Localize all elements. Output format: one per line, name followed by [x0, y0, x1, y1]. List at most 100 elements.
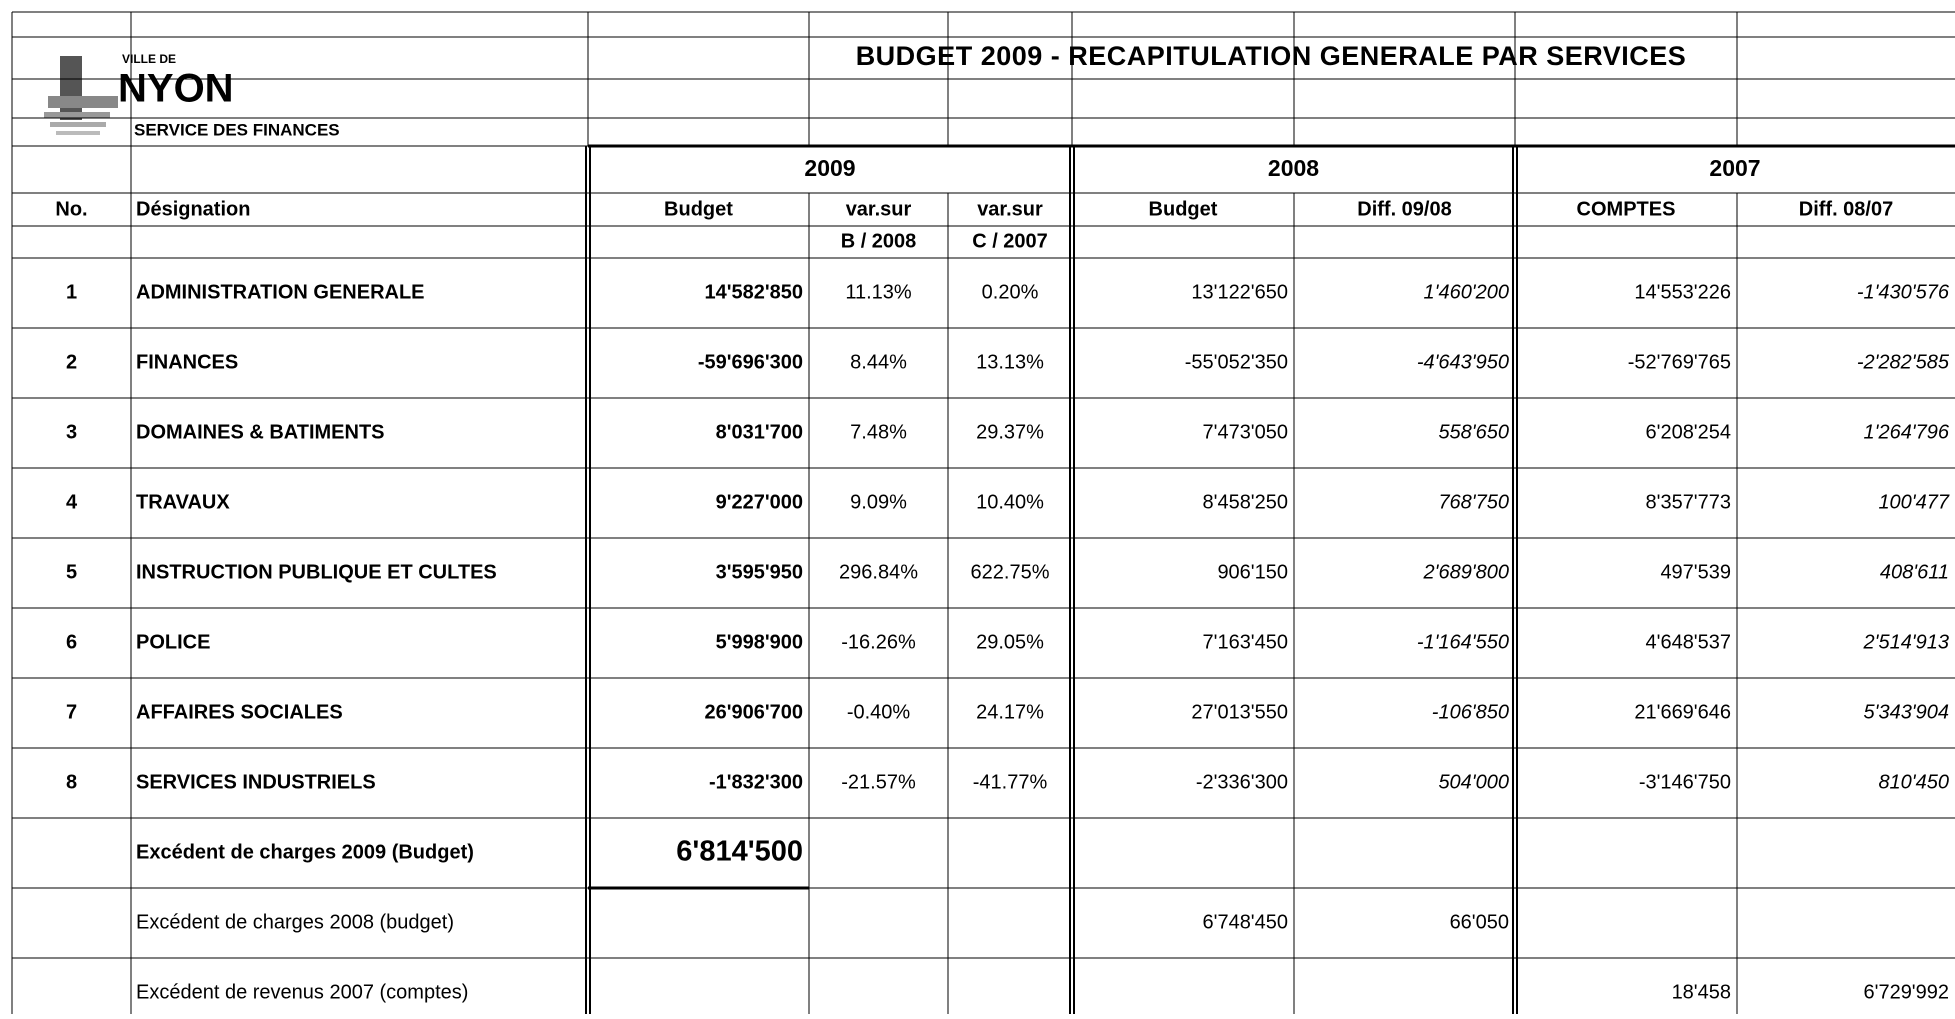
cell-text: 5'343'904	[1864, 701, 1950, 723]
cell-text: 4	[66, 491, 78, 513]
cell-text: INSTRUCTION PUBLIQUE ET CULTES	[136, 561, 497, 583]
cell-text: 622.75%	[971, 561, 1050, 583]
cell-text: 6'748'450	[1203, 911, 1289, 933]
cell-text: -21.57%	[841, 771, 916, 793]
cell-text: 9.09%	[850, 491, 907, 513]
cell-text: 5	[66, 561, 77, 583]
cell-text: var.sur	[977, 198, 1043, 220]
cell-text: -2'282'585	[1857, 351, 1950, 373]
cell-text: 8'357'773	[1646, 491, 1732, 513]
year-header: 2008	[1268, 155, 1319, 181]
cell-text: 408'611	[1880, 561, 1949, 583]
cell-text: 2'689'800	[1423, 561, 1510, 583]
logo	[44, 56, 118, 135]
cell-text: AFFAIRES SOCIALES	[136, 701, 343, 723]
cell-text: DOMAINES & BATIMENTS	[136, 421, 385, 443]
cell-text: Budget	[1149, 198, 1218, 220]
cell-text: 768'750	[1438, 491, 1509, 513]
cell-text: 296.84%	[839, 561, 918, 583]
cell-text: 26'906'700	[705, 701, 804, 723]
cell-text: 100'477	[1878, 491, 1949, 513]
cell-text: -2'336'300	[1196, 771, 1288, 793]
cell-text: ADMINISTRATION GENERALE	[136, 281, 425, 303]
cell-text: SERVICES INDUSTRIELS	[136, 771, 376, 793]
cell-text: 5'998'900	[716, 631, 803, 653]
cell-text: 558'650	[1438, 421, 1509, 443]
cell-text: 29.37%	[976, 421, 1044, 443]
cell-text: 8	[66, 771, 77, 793]
cell-text: B / 2008	[841, 230, 917, 252]
cell-text: 504'000	[1438, 771, 1509, 793]
cell-text: -1'430'576	[1857, 281, 1950, 303]
cell-text: 21'669'646	[1634, 701, 1731, 723]
logo-text: NYON	[118, 67, 234, 111]
cell-text: 1	[66, 281, 77, 303]
cell-text: 4'648'537	[1646, 631, 1732, 653]
cell-text: C / 2007	[972, 230, 1048, 252]
cell-text: 11.13%	[845, 281, 912, 303]
department: SERVICE DES FINANCES	[134, 120, 340, 139]
cell-text: 810'450	[1878, 771, 1949, 793]
cell-text: 497'539	[1660, 561, 1731, 583]
cell-text: 1'264'796	[1864, 421, 1950, 443]
cell-text: 29.05%	[976, 631, 1044, 653]
cell-text: Budget	[664, 198, 733, 220]
cell-text: 1'460'200	[1424, 281, 1510, 303]
cell-text: 13.13%	[976, 351, 1044, 373]
cell-text: -3'146'750	[1639, 771, 1731, 793]
cell-text: 7	[66, 701, 77, 723]
cell-text: TRAVAUX	[136, 491, 230, 513]
cell-text: 18'458	[1672, 981, 1731, 1003]
cell-text: -1'164'550	[1417, 631, 1509, 653]
cell-text: 2'514'913	[1863, 631, 1950, 653]
cell-text: 6'729'992	[1864, 981, 1950, 1003]
cell-text: FINANCES	[136, 351, 238, 373]
cell-text: 7'163'450	[1203, 631, 1289, 653]
year-header: 2009	[804, 155, 855, 181]
cell-text: 7'473'050	[1203, 421, 1289, 443]
cell-text: 13'122'650	[1191, 281, 1288, 303]
cell-text: 3	[66, 421, 77, 443]
year-header: 2007	[1709, 155, 1760, 181]
cell-text: Excédent de charges 2008 (budget)	[136, 911, 454, 933]
cell-text: 10.40%	[976, 491, 1044, 513]
cell-text: 9'227'000	[716, 491, 803, 513]
cell-text: -41.77%	[973, 771, 1048, 793]
cell-text: POLICE	[136, 631, 210, 653]
cell-text: Excédent de charges 2009 (Budget)	[136, 841, 474, 863]
cell-text: COMPTES	[1577, 198, 1676, 220]
cell-text: 6'208'254	[1646, 421, 1732, 443]
cell-text: Diff. 08/07	[1799, 198, 1893, 220]
cell-text: var.sur	[846, 198, 912, 220]
cell-text: Excédent de revenus 2007 (comptes)	[136, 981, 468, 1003]
cell-text: -16.26%	[841, 631, 916, 653]
cell-text: 6'814'500	[676, 836, 803, 868]
cell-text: -106'850	[1432, 701, 1509, 723]
cell-text: -1'832'300	[709, 771, 803, 793]
cell-text: No.	[55, 198, 87, 220]
cell-text: 906'150	[1217, 561, 1288, 583]
cell-text: 66'050	[1450, 911, 1509, 933]
cell-text: -0.40%	[847, 701, 911, 723]
cell-text: 3'595'950	[716, 561, 803, 583]
cell-text: 0.20%	[982, 281, 1039, 303]
cell-text: 24.17%	[976, 701, 1044, 723]
title: BUDGET 2009 - RECAPITULATION GENERALE PA…	[856, 41, 1687, 71]
cell-text: 2	[66, 351, 77, 373]
cell-text: 6	[66, 631, 77, 653]
cell-text: -52'769'765	[1628, 351, 1731, 373]
cell-text: Désignation	[136, 198, 250, 220]
cell-text: 8.44%	[850, 351, 907, 373]
cell-text: 14'553'226	[1634, 281, 1731, 303]
cell-text: 14'582'850	[705, 281, 804, 303]
cell-text: 7.48%	[850, 421, 907, 443]
cell-text: 8'458'250	[1203, 491, 1289, 513]
cell-text: -59'696'300	[698, 351, 803, 373]
cell-text: 8'031'700	[716, 421, 803, 443]
cell-text: Diff. 09/08	[1357, 198, 1451, 220]
logo-small: VILLE DE	[122, 52, 176, 66]
cell-text: -4'643'950	[1417, 351, 1509, 373]
cell-text: -55'052'350	[1185, 351, 1288, 373]
cell-text: 27'013'550	[1191, 701, 1288, 723]
